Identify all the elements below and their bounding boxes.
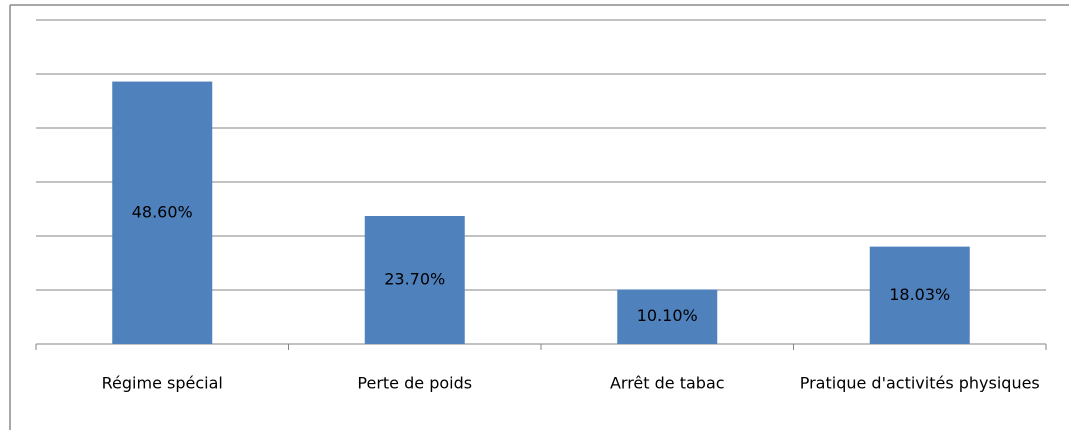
x-tick-label: Perte de poids xyxy=(357,374,472,393)
data-label: 23.70% xyxy=(384,270,445,289)
bar xyxy=(112,81,213,344)
bar xyxy=(869,246,970,344)
x-tick-label: Pratique d'activités physiques xyxy=(800,374,1040,393)
data-label: 48.60% xyxy=(132,202,193,221)
bar xyxy=(617,289,718,344)
data-label: 10.10% xyxy=(637,306,698,325)
x-tick-label: Régime spécial xyxy=(102,374,223,393)
x-tick-label: Arrêt de tabac xyxy=(610,374,725,393)
data-label: 18.03% xyxy=(889,285,950,304)
bar xyxy=(364,216,465,344)
